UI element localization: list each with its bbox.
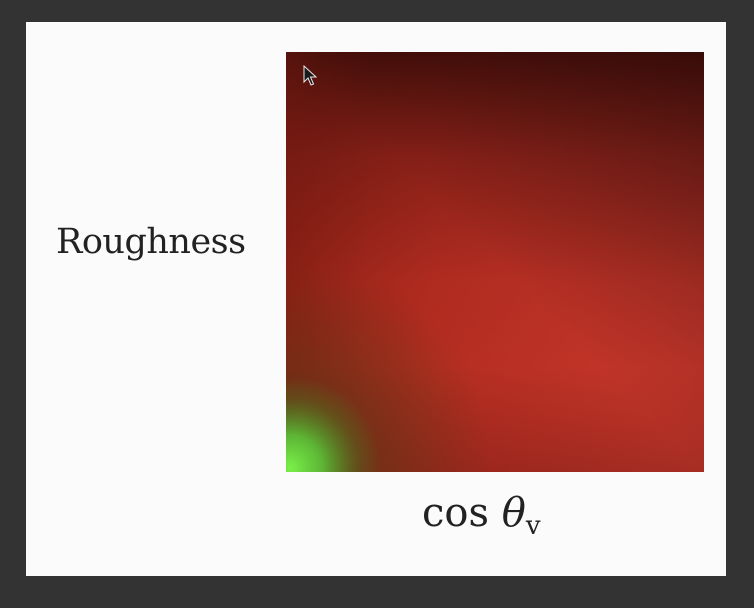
lut-green-layer: [286, 52, 704, 472]
y-axis-label: Roughness: [56, 222, 246, 262]
mouse-pointer-icon: [303, 65, 317, 86]
x-axis-func: cos: [422, 490, 490, 536]
x-axis-symbol: θ: [501, 490, 526, 536]
x-axis-label: cos θv: [422, 490, 541, 541]
x-axis-subscript: v: [525, 511, 541, 541]
slide: Roughness: [26, 22, 726, 576]
brdf-lut-image: [286, 52, 704, 472]
